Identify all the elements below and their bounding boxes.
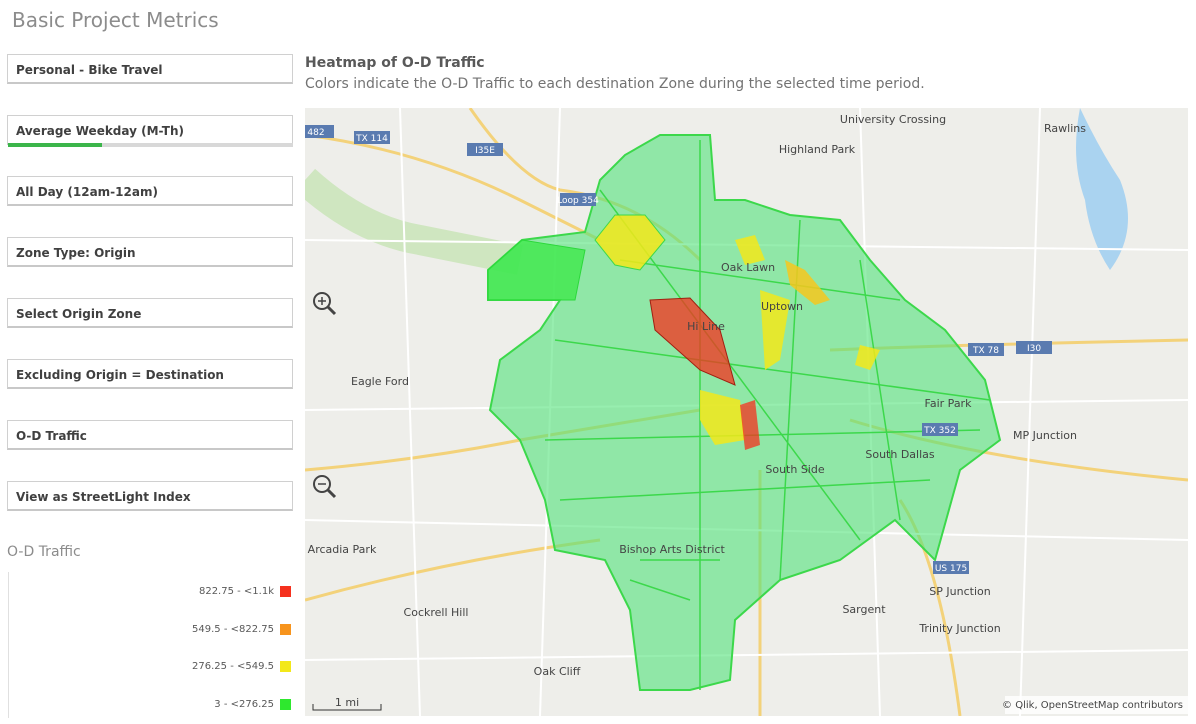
- place-label: Cockrell Hill: [404, 606, 469, 619]
- zones: [487, 134, 1002, 691]
- legend-label: 549.5 - <822.75: [192, 623, 274, 635]
- legend-item: 822.75 - <1.1k: [199, 586, 291, 597]
- filter-button[interactable]: O-D Traffic: [7, 420, 293, 450]
- filter-button[interactable]: Excluding Origin = Destination: [7, 359, 293, 389]
- place-label: Highland Park: [779, 143, 856, 156]
- place-label: South Dallas: [865, 448, 935, 461]
- legend-label: 276.25 - <549.5: [192, 661, 274, 672]
- place-label: Fair Park: [925, 397, 973, 410]
- place-label: 1 mi: [335, 696, 359, 709]
- map[interactable]: 482 TX 114 I35E Loop 354 University Crossing…: [305, 108, 1188, 716]
- place-label: SP Junction: [929, 585, 990, 598]
- place-label: Oak Cliff: [534, 665, 581, 678]
- road-shield: [922, 423, 958, 436]
- zoom-in[interactable]: [313, 292, 331, 310]
- map-subtitle: Colors indicate the O-D Traffic to each …: [305, 76, 925, 92]
- legend-label: 822.75 - <1.1k: [198, 586, 274, 597]
- place-label: University Crossing: [840, 113, 946, 126]
- place-label: Trinity Junction: [918, 622, 1000, 635]
- place-label: Hi Line: [687, 320, 725, 333]
- filter-button[interactable]: Average Weekday (M-Th): [7, 115, 293, 145]
- lake: [1076, 108, 1128, 270]
- place-label: MP Junction: [1013, 429, 1077, 442]
- zoom-controls[interactable]: [313, 292, 337, 499]
- road-label: TX 78: [972, 346, 999, 356]
- road-label: TX 114: [355, 134, 388, 144]
- road-shield: [305, 125, 334, 138]
- road-label: I35E: [475, 146, 495, 156]
- attribution[interactable]: © Qlik, OpenStreetMap contributors: [1002, 700, 1183, 711]
- legend-item: 276.25 - <549.5: [192, 661, 291, 672]
- legend-title: O-D Traffic: [7, 544, 81, 560]
- legend-swatch: [280, 698, 291, 710]
- road-shield: [467, 143, 503, 156]
- legend-item: 3 - <276.25: [214, 698, 291, 710]
- legend-item: 549.5 - <822.75: [192, 623, 291, 635]
- road-shield: [1016, 341, 1052, 354]
- place-label: Oak Lawn: [721, 261, 775, 274]
- filter-button[interactable]: Select Origin Zone: [7, 298, 293, 328]
- map-title: Heatmap of O-D Traffic: [305, 55, 485, 71]
- road-label: I30: [1027, 344, 1041, 354]
- filter-button[interactable]: Zone Type: Origin: [7, 237, 293, 267]
- legend-swatch: [280, 586, 291, 597]
- filter-button[interactable]: Personal - Bike Travel: [7, 54, 293, 84]
- place-label: Arcadia Park: [308, 543, 377, 556]
- road-shield: [968, 343, 1004, 356]
- filter-button[interactable]: All Day (12am-12am): [7, 176, 293, 206]
- sheet-title: Basic Project Metrics: [12, 8, 219, 32]
- road-shield: [354, 131, 390, 144]
- place-label: Bishop Arts District: [619, 543, 725, 556]
- road-label: TX 352: [923, 426, 956, 436]
- road-shield: [560, 193, 596, 206]
- legend: 822.75 - <1.1k 549.5 - <822.75 276.25 - <5…: [8, 572, 299, 718]
- place-label: Sargent: [842, 603, 886, 616]
- zoom-out[interactable]: [313, 475, 331, 493]
- road-label: Loop 354: [557, 196, 599, 206]
- road-shield: [933, 561, 969, 574]
- legend-label: 3 - <276.25: [214, 698, 274, 710]
- place-label: Eagle Ford: [351, 375, 409, 388]
- place-label: Rawlins: [1044, 122, 1086, 135]
- legend-swatch: [280, 661, 291, 672]
- attribution-bg: [1005, 696, 1188, 714]
- park: [305, 168, 523, 275]
- road-label: 482: [307, 128, 324, 138]
- place-label: Uptown: [761, 300, 803, 313]
- scale-bar: [312, 704, 382, 711]
- progress-track: [8, 143, 293, 147]
- road-label: US 175: [935, 564, 967, 574]
- legend-swatch: [280, 623, 291, 635]
- progress-fill: [8, 143, 102, 147]
- place-label: South Side: [765, 463, 824, 476]
- filter-button[interactable]: View as StreetLight Index: [7, 481, 293, 511]
